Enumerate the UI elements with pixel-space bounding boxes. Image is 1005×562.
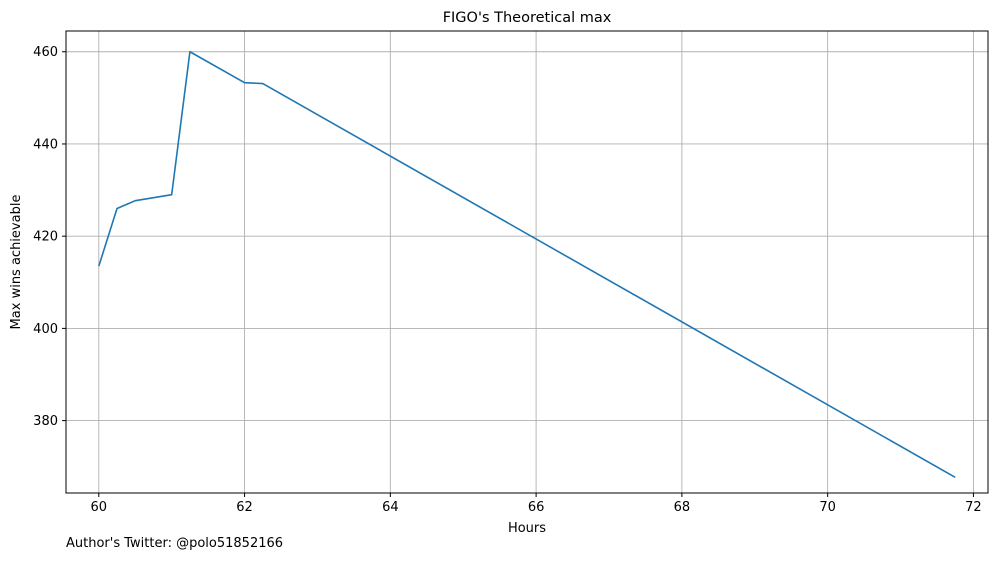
ticks: 60 62 64 66 68 70 72 380 400 420 440 460 [33,45,982,515]
x-tick-label: 66 [528,500,545,515]
y-tick-label: 460 [33,45,58,60]
y-tick-label: 400 [33,322,58,337]
x-tick-label: 64 [382,500,399,515]
author-twitter-credit: Author's Twitter: @polo51852166 [66,536,284,551]
y-tick-label: 440 [33,137,58,152]
x-tick-label: 72 [965,500,982,515]
chart-title: FIGO's Theoretical max [443,10,612,26]
x-tick-label: 60 [91,500,108,515]
series-line [98,50,956,479]
grid [66,31,988,493]
y-tick-label: 380 [33,414,58,429]
plot-frame [65,30,989,494]
y-tick-label: 420 [33,230,58,245]
x-axis-label: Hours [508,521,546,536]
series-layer [98,50,956,479]
x-tick-label: 70 [819,500,836,515]
y-axis-label: Max wins achievable [9,195,24,330]
x-tick-label: 68 [674,500,691,515]
x-tick-label: 62 [236,500,253,515]
